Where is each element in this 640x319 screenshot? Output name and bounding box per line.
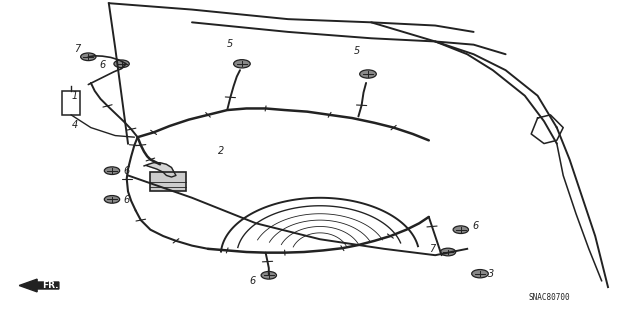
Circle shape bbox=[234, 60, 250, 68]
Text: 7: 7 bbox=[429, 244, 435, 255]
Text: 1: 1 bbox=[72, 91, 78, 101]
Text: 6: 6 bbox=[123, 195, 129, 205]
Circle shape bbox=[81, 53, 96, 61]
Text: FR.: FR. bbox=[42, 281, 59, 290]
Text: 4: 4 bbox=[72, 120, 78, 130]
Text: 7: 7 bbox=[74, 44, 81, 54]
Bar bbox=[150, 172, 186, 191]
Text: 5: 5 bbox=[354, 46, 360, 56]
Circle shape bbox=[104, 167, 120, 174]
Circle shape bbox=[104, 196, 120, 203]
Circle shape bbox=[440, 248, 456, 256]
Text: 6: 6 bbox=[99, 60, 106, 70]
FancyArrow shape bbox=[19, 279, 59, 292]
Text: 6: 6 bbox=[250, 276, 256, 286]
Text: 6: 6 bbox=[123, 166, 129, 176]
Circle shape bbox=[114, 60, 129, 68]
Text: 5: 5 bbox=[227, 39, 234, 49]
Text: 6: 6 bbox=[472, 221, 479, 231]
Bar bbox=[62, 91, 80, 115]
Text: 3: 3 bbox=[488, 269, 494, 279]
Circle shape bbox=[360, 70, 376, 78]
Circle shape bbox=[453, 226, 468, 234]
Polygon shape bbox=[144, 163, 176, 177]
Text: 2: 2 bbox=[218, 146, 224, 156]
Circle shape bbox=[261, 271, 276, 279]
Text: SNAC80700: SNAC80700 bbox=[528, 293, 570, 302]
Circle shape bbox=[472, 270, 488, 278]
